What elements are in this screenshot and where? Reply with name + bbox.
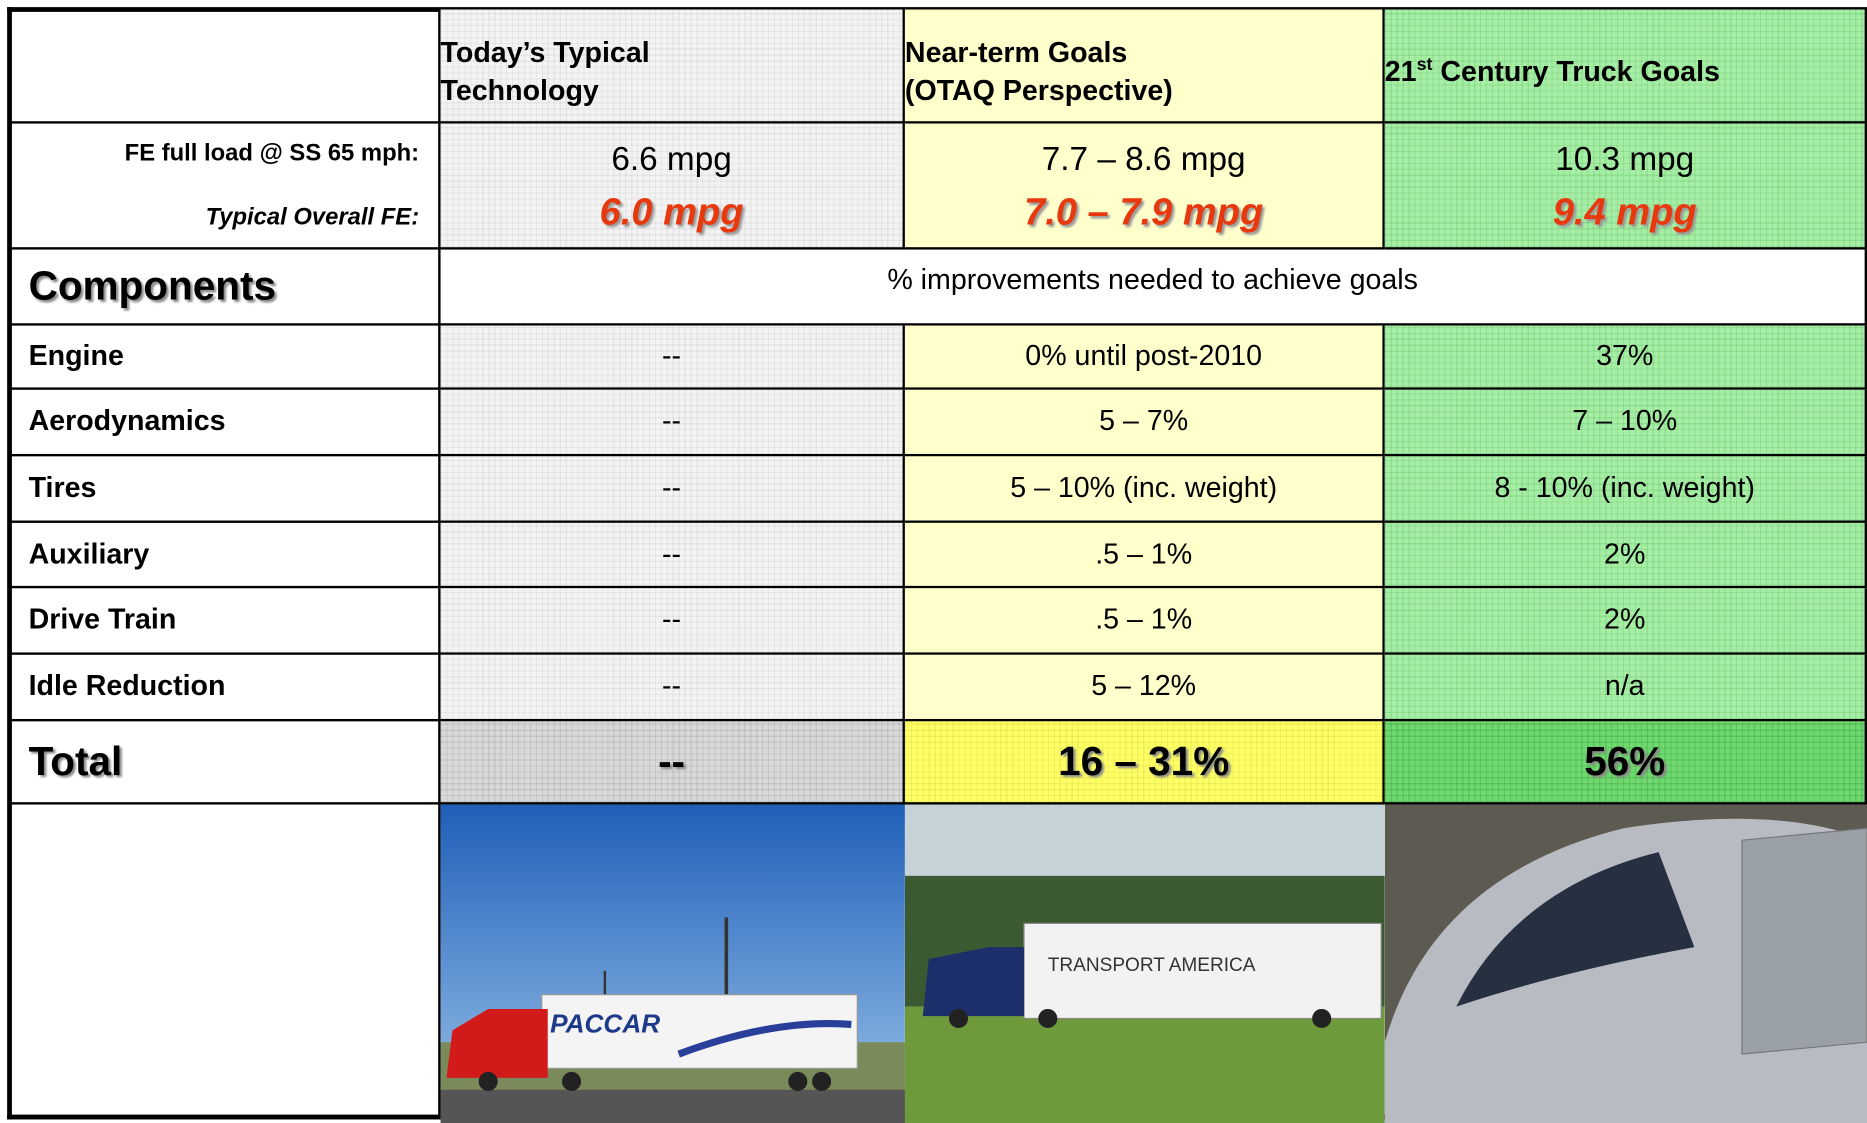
total-value: 16 – 31% [904, 721, 1385, 805]
fe-label-cell: FE full load @ SS 65 mph: Typical Overall… [9, 123, 441, 250]
row-label: Tires [9, 456, 441, 523]
fe-full-load-value: 6.6 mpg [611, 140, 732, 178]
row-value: 5 – 12% [904, 654, 1385, 722]
fe-overall-value: 6.0 mpg [599, 190, 744, 233]
column-header: Today’s Typical Technology [440, 9, 905, 124]
fe-cell: 6.6 mpg 6.0 mpg [440, 123, 905, 250]
row-value: -- [440, 325, 905, 390]
header-corner [9, 9, 441, 124]
fe-cell: 7.7 – 8.6 mpg 7.0 – 7.9 mpg [904, 123, 1385, 250]
row-value: -- [440, 456, 905, 523]
row-value: 2% [1384, 588, 1867, 655]
fe-full-load-label: FE full load @ SS 65 mph: [124, 140, 420, 167]
svg-text:PACCAR: PACCAR [550, 1009, 660, 1039]
header-line: 21st Century Truck Goals [1385, 53, 1720, 91]
row-label: Drive Train [9, 588, 441, 655]
row-value: 0% until post-2010 [904, 325, 1385, 390]
row-label: Engine [9, 325, 441, 390]
fe-overall-label: Typical Overall FE: [205, 204, 420, 231]
row-value: .5 – 1% [904, 522, 1385, 589]
header-superscript: st [1416, 54, 1433, 75]
row-label: Idle Reduction [9, 654, 441, 722]
total-value: 56% [1384, 721, 1867, 805]
row-value: 2% [1384, 522, 1867, 589]
header-line: Technology [440, 74, 599, 107]
fe-overall-value: 9.4 mpg [1552, 190, 1697, 233]
row-value: 37% [1384, 325, 1867, 390]
header-line: (OTAQ Perspective) [904, 74, 1173, 107]
row-label: Auxiliary [9, 522, 441, 589]
row-value: -- [440, 654, 905, 722]
total-value: -- [440, 721, 905, 805]
fe-cell: 10.3 mpg 9.4 mpg [1384, 123, 1867, 250]
components-heading: Components [9, 249, 441, 326]
header-text: Century Truck Goals [1432, 55, 1720, 88]
row-value: 7 – 10% [1384, 389, 1867, 457]
components-note: % improvements needed to achieve goals [440, 249, 1867, 326]
column-header: Near-term Goals (OTAQ Perspective) [904, 9, 1385, 124]
header-line: Near-term Goals [904, 36, 1128, 69]
photo-21st-century [1384, 804, 1867, 1123]
header-text: 21 [1384, 55, 1417, 88]
row-value: 5 – 7% [904, 389, 1385, 457]
fe-full-load-value: 7.7 – 8.6 mpg [1041, 140, 1246, 178]
photo-label-cell [9, 804, 441, 1118]
column-header: 21st Century Truck Goals [1384, 9, 1867, 124]
row-value: .5 – 1% [904, 588, 1385, 655]
svg-text:TRANSPORT AMERICA: TRANSPORT AMERICA [1048, 955, 1256, 976]
fe-full-load-value: 10.3 mpg [1555, 140, 1695, 178]
header-line: Today’s Typical [440, 36, 650, 69]
photo-today: PACCAR [440, 804, 905, 1123]
photo-near-term: TRANSPORT AMERICA [904, 804, 1385, 1123]
fe-overall-value: 7.0 – 7.9 mpg [1024, 190, 1264, 233]
row-value: n/a [1384, 654, 1867, 722]
row-value: -- [440, 389, 905, 457]
row-label: Aerodynamics [9, 389, 441, 457]
row-value: 8 - 10% (inc. weight) [1384, 456, 1867, 523]
row-value: -- [440, 522, 905, 589]
total-label: Total [9, 721, 441, 805]
row-value: -- [440, 588, 905, 655]
row-value: 5 – 10% (inc. weight) [904, 456, 1385, 523]
